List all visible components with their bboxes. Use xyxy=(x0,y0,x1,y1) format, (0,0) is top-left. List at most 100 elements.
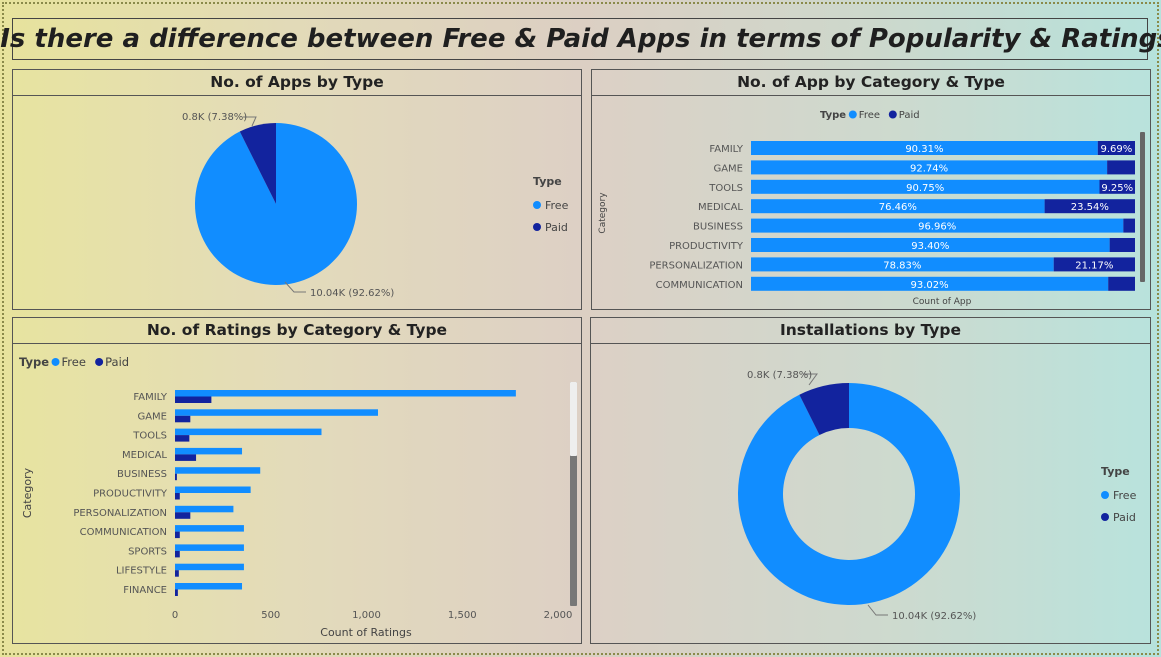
legend-title: Type xyxy=(533,175,562,188)
bar-paid-communication[interactable] xyxy=(175,531,180,539)
data-label-free: 90.75% xyxy=(906,183,944,194)
bar-free-communication[interactable] xyxy=(175,525,244,532)
data-label-free: 93.40% xyxy=(911,241,949,252)
legend-label-paid[interactable]: Paid xyxy=(1113,511,1136,524)
bar-free-personalization[interactable] xyxy=(751,257,1054,272)
bar-paid-tools[interactable] xyxy=(1099,179,1135,194)
legend-title: Type xyxy=(820,110,846,121)
category-label: PERSONALIZATION xyxy=(73,508,167,519)
ratings-by-category-panel[interactable]: No. of Ratings by Category & Type Type Fr… xyxy=(12,317,582,644)
legend-marker-free[interactable] xyxy=(533,201,541,209)
bar-paid-productivity[interactable] xyxy=(1109,238,1135,252)
data-label-paid: 9.69% xyxy=(1101,144,1133,155)
bar-free-communication[interactable] xyxy=(751,276,1109,291)
apps-by-type-title: No. of Apps by Type xyxy=(13,70,581,96)
legend-label-paid[interactable]: Paid xyxy=(899,110,920,121)
x-tick-label: 500 xyxy=(261,610,280,621)
bar-paid-sports[interactable] xyxy=(175,550,180,558)
bar-paid-communication[interactable] xyxy=(1108,276,1135,291)
legend-marker-free[interactable] xyxy=(848,110,857,119)
installations-by-type-panel[interactable]: Installations by Type 10.04K (92.62%) 0.8… xyxy=(590,317,1151,644)
app-by-category-panel[interactable]: No. of App by Category & Type Type Free Pa… xyxy=(591,69,1151,310)
bar-free-sports[interactable] xyxy=(175,544,244,551)
legend-label-paid[interactable]: Paid xyxy=(545,221,568,234)
bar-paid-medical[interactable] xyxy=(175,454,197,461)
category-label: GAME xyxy=(713,163,743,174)
bar-free-family[interactable] xyxy=(175,390,516,397)
bar-free-lifestyle[interactable] xyxy=(175,563,244,571)
legend-marker-paid[interactable] xyxy=(888,110,897,119)
bar-free-personalization[interactable] xyxy=(175,505,234,513)
bar-paid-personalization[interactable] xyxy=(175,512,191,519)
category-label: COMMUNICATION xyxy=(656,280,743,291)
scrollbar-thumb[interactable] xyxy=(570,382,577,456)
bar-free-game[interactable] xyxy=(175,409,378,416)
bar-free-medical[interactable] xyxy=(751,199,1045,214)
bar-free-productivity[interactable] xyxy=(751,238,1110,252)
data-label-paid: 9.25% xyxy=(1101,183,1133,194)
x-tick-label: 1,500 xyxy=(448,610,477,621)
category-label: COMMUNICATION xyxy=(80,527,167,538)
ratings-by-category-chart[interactable]: Type Free Paid FAMILY GAME TOOLS MEDICAL BUSINE… xyxy=(13,318,583,645)
x-tick-label: 2,000 xyxy=(544,610,573,621)
bar-free-tools[interactable] xyxy=(751,179,1100,194)
bar-paid-productivity[interactable] xyxy=(175,493,180,500)
data-label-free: 76.46% xyxy=(879,202,917,213)
page-title: 3. Is there a difference between Free & … xyxy=(0,18,1161,60)
y-axis-title: Category xyxy=(598,192,608,234)
apps-by-type-chart[interactable]: 10.04K (92.62%) 0.8K (7.38%) Type Free Paid xyxy=(13,70,583,311)
category-label: PERSONALIZATION xyxy=(649,260,743,271)
bar-free-finance[interactable] xyxy=(175,583,243,590)
apps-by-type-panel[interactable]: No. of Apps by Type 10.04K (92.62%) 0.8K … xyxy=(12,69,582,310)
bar-paid-business[interactable] xyxy=(175,473,177,481)
bar-paid-tools[interactable] xyxy=(175,435,190,442)
leader-line-free xyxy=(867,604,888,616)
legend-label-free[interactable]: Free xyxy=(859,110,880,121)
slice-paid[interactable] xyxy=(799,383,849,435)
category-label: FAMILY xyxy=(709,144,743,155)
category-label: TOOLS xyxy=(708,183,743,194)
bar-free-business[interactable] xyxy=(751,218,1124,233)
bar-paid-personalization[interactable] xyxy=(1053,257,1135,272)
bar-free-productivity[interactable] xyxy=(175,486,251,494)
slice-paid[interactable] xyxy=(239,123,276,204)
legend-label-free[interactable]: Free xyxy=(62,355,86,369)
x-axis-title: Count of App xyxy=(913,297,972,307)
category-label: TOOLS xyxy=(132,431,167,442)
bar-paid-lifestyle[interactable] xyxy=(175,570,179,577)
scrollbar[interactable] xyxy=(1140,132,1145,282)
app-by-category-title: No. of App by Category & Type xyxy=(592,70,1150,96)
bar-paid-business[interactable] xyxy=(1123,218,1135,233)
bar-paid-game[interactable] xyxy=(175,415,191,423)
legend-label-free[interactable]: Free xyxy=(545,199,569,212)
installations-by-type-chart[interactable]: 10.04K (92.62%) 0.8K (7.38%) Type Free Paid xyxy=(591,318,1152,645)
app-by-category-chart[interactable]: Type Free Paid FAMILY 90.31% 9.69% GAME 92.74% T… xyxy=(592,70,1152,311)
bar-free-game[interactable] xyxy=(751,160,1108,175)
slice-free[interactable] xyxy=(738,383,960,605)
bar-free-medical[interactable] xyxy=(175,447,243,455)
leader-line-paid xyxy=(243,116,257,127)
data-label-paid: 0.8K (7.38%) xyxy=(747,370,812,381)
data-label-free: 92.74% xyxy=(910,163,948,174)
category-label: MEDICAL xyxy=(698,202,743,213)
legend-marker-free[interactable] xyxy=(51,357,60,366)
legend-marker-free[interactable] xyxy=(1101,491,1109,499)
legend-marker-paid[interactable] xyxy=(533,223,541,231)
bar-free-business[interactable] xyxy=(175,467,261,474)
legend-label-free[interactable]: Free xyxy=(1113,489,1137,502)
bar-paid-medical[interactable] xyxy=(1044,199,1135,214)
legend-marker-paid[interactable] xyxy=(95,357,104,366)
bar-free-family[interactable] xyxy=(751,141,1098,155)
legend-label-paid[interactable]: Paid xyxy=(105,355,129,369)
bar-free-tools[interactable] xyxy=(175,428,322,436)
legend-marker-paid[interactable] xyxy=(1101,513,1109,521)
data-label-free: 78.83% xyxy=(883,260,921,271)
bar-paid-game[interactable] xyxy=(1107,160,1135,175)
data-label-free: 10.04K (92.62%) xyxy=(310,288,394,299)
category-label: MEDICAL xyxy=(122,450,167,461)
bar-paid-finance[interactable] xyxy=(175,589,178,597)
bar-paid-family[interactable] xyxy=(1097,141,1135,155)
data-label-paid: 21.17% xyxy=(1075,260,1113,271)
bar-paid-family[interactable] xyxy=(175,396,212,404)
